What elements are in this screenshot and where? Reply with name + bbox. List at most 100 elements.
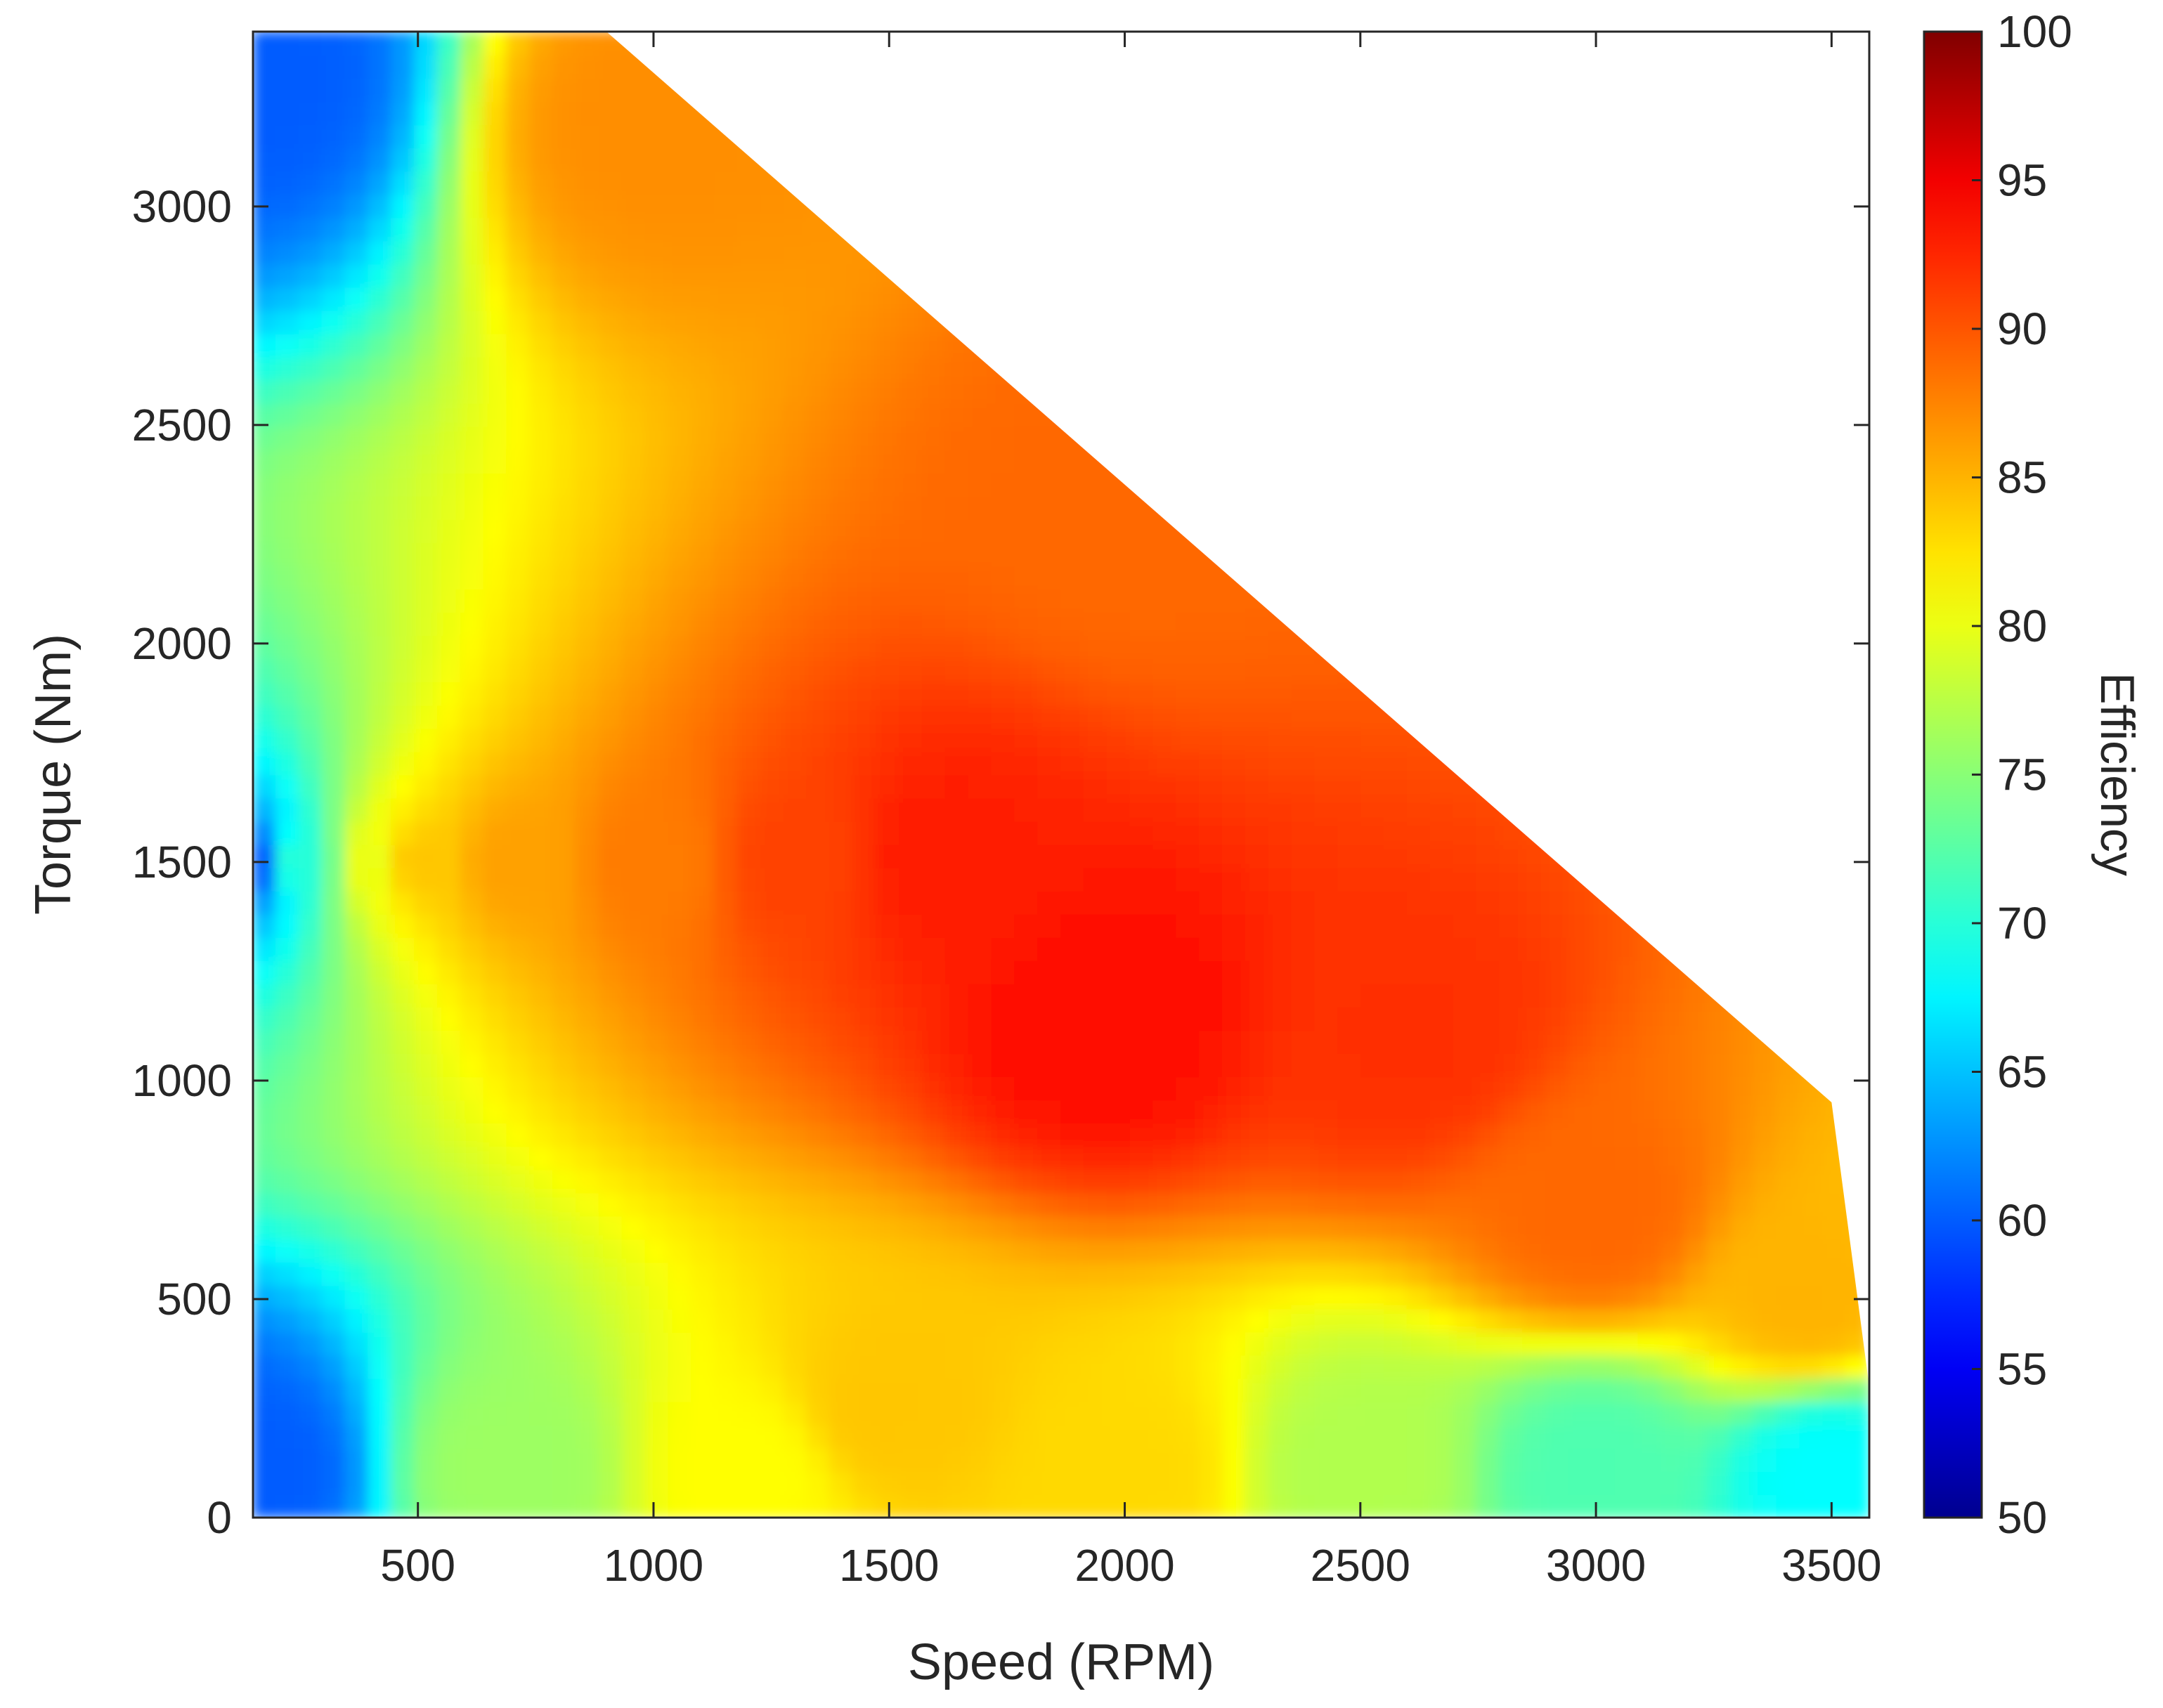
heatmap-cell: [368, 611, 393, 637]
heatmap-cell: [1176, 448, 1201, 474]
heatmap-cell: [1406, 309, 1431, 334]
heatmap-cell: [783, 588, 808, 613]
heatmap-cell: [1684, 1076, 1708, 1101]
heatmap-cell: [737, 1168, 762, 1194]
heatmap-cell: [899, 356, 923, 381]
heatmap-cell: [1060, 309, 1085, 334]
heatmap-cell: [1037, 843, 1062, 868]
heatmap-cell: [991, 936, 1016, 961]
heatmap-cell: [1753, 1423, 1778, 1449]
heatmap-cell: [1083, 54, 1108, 79]
heatmap-cell: [529, 843, 554, 868]
heatmap-cell: [1176, 704, 1201, 729]
heatmap-cell: [1129, 170, 1155, 195]
heatmap-cell: [783, 216, 808, 242]
heatmap-cell: [368, 959, 393, 984]
heatmap-cell: [1106, 889, 1131, 915]
heatmap-cell: [460, 379, 485, 404]
heatmap-cell: [253, 1215, 277, 1240]
heatmap-cell: [829, 286, 855, 311]
heatmap-cell: [1753, 797, 1778, 822]
heatmap-cell: [1753, 518, 1778, 544]
heatmap-cell: [1360, 471, 1385, 497]
heatmap-cell: [1152, 448, 1178, 474]
heatmap-cell: [1429, 54, 1455, 79]
heatmap-cell: [1776, 170, 1801, 195]
heatmap-cell: [1729, 1215, 1755, 1240]
heatmap-cell: [1522, 1261, 1547, 1286]
heatmap-cell: [691, 54, 716, 79]
heatmap-cell: [1176, 193, 1201, 219]
heatmap-cell: [1476, 216, 1501, 242]
heatmap-cell: [1799, 1122, 1824, 1147]
heatmap-cell: [1476, 518, 1501, 544]
heatmap-cell: [253, 448, 277, 474]
heatmap-cell: [806, 124, 831, 149]
heatmap-cell: [1729, 1400, 1755, 1426]
heatmap-cell: [876, 448, 900, 474]
heatmap-cell: [829, 1052, 855, 1078]
heatmap-cell: [1453, 356, 1478, 381]
heatmap-cell: [899, 1423, 923, 1449]
heatmap-cell: [1568, 704, 1593, 729]
heatmap-cell: [921, 1005, 947, 1031]
heatmap-cell: [899, 286, 923, 311]
heatmap-cell: [460, 913, 485, 938]
heatmap-cell: [1776, 1377, 1801, 1402]
heatmap-cell: [668, 379, 693, 404]
heatmap-cell: [1314, 1238, 1339, 1263]
heatmap-cell: [1661, 1470, 1686, 1495]
heatmap-cell: [1037, 820, 1062, 845]
heatmap-cell: [1176, 1423, 1201, 1449]
heatmap-cell: [1453, 889, 1478, 915]
heatmap-cell: [783, 263, 808, 288]
heatmap-cell: [968, 843, 993, 868]
heatmap-cell: [368, 681, 393, 706]
heatmap-cell: [1591, 588, 1616, 613]
heatmap-cell: [1106, 332, 1131, 358]
heatmap-cell: [991, 982, 1016, 1008]
heatmap-cell: [1476, 193, 1501, 219]
heatmap-cell: [1499, 1029, 1524, 1055]
heatmap-cell: [436, 1122, 462, 1147]
heatmap-cell: [1799, 193, 1824, 219]
heatmap-cell: [691, 681, 716, 706]
heatmap-cell: [1268, 240, 1293, 265]
heatmap-cell: [253, 913, 277, 938]
heatmap-cell: [1729, 1099, 1755, 1124]
heatmap-cell: [1707, 1076, 1732, 1101]
heatmap-cell: [1083, 1261, 1108, 1286]
heatmap-cell: [529, 309, 554, 334]
heatmap-cell: [668, 356, 693, 381]
heatmap-cell: [1314, 1076, 1339, 1101]
heatmap-cell: [968, 1470, 993, 1495]
heatmap-cell: [1014, 193, 1039, 219]
heatmap-cell: [391, 1168, 415, 1194]
heatmap-cell: [737, 402, 762, 427]
heatmap-cell: [391, 471, 415, 497]
heatmap-cell: [1384, 1377, 1408, 1402]
heatmap-cell: [1545, 1122, 1570, 1147]
heatmap-cell: [1661, 936, 1686, 961]
heatmap-cell: [460, 982, 485, 1008]
heatmap-cell: [436, 913, 462, 938]
heatmap-cell: [968, 518, 993, 544]
heatmap-cell: [1476, 1400, 1501, 1426]
heatmap-cell: [1245, 1145, 1270, 1171]
heatmap-cell: [1799, 286, 1824, 311]
heatmap-cell: [1429, 170, 1455, 195]
heatmap-cell: [1245, 518, 1270, 544]
heatmap-cell: [275, 425, 300, 450]
heatmap-cell: [944, 1447, 970, 1472]
heatmap-cell: [1268, 1145, 1293, 1171]
heatmap-cell: [1822, 518, 1847, 544]
heatmap-cell: [921, 356, 947, 381]
heatmap-cell: [368, 797, 393, 822]
heatmap-cell: [829, 1005, 855, 1031]
heatmap-cell: [1129, 1238, 1155, 1263]
heatmap-cell: [783, 332, 808, 358]
heatmap-cell: [1822, 936, 1847, 961]
heatmap-cell: [806, 634, 831, 660]
heatmap-cell: [1337, 1493, 1363, 1518]
heatmap-cell: [1799, 866, 1824, 892]
